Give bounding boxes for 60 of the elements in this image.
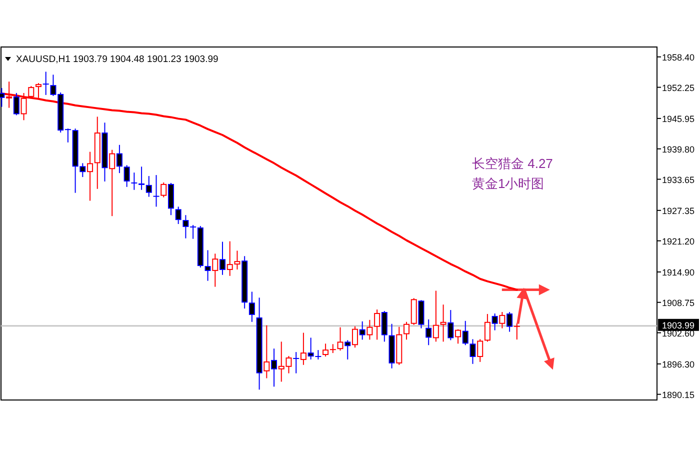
annotation: 黄金1小时图	[472, 176, 544, 191]
y-tick-label: 1902.60	[662, 328, 695, 338]
candlestick	[492, 312, 498, 331]
candlestick	[432, 290, 439, 342]
y-tick-label: 1958.40	[662, 52, 695, 62]
candlestick	[264, 324, 270, 379]
candlestick	[499, 311, 506, 329]
candlestick	[212, 253, 218, 288]
candlestick	[484, 313, 490, 342]
candlestick	[300, 332, 306, 366]
y-tick-label: 1933.65	[662, 174, 695, 185]
candlestick	[131, 172, 138, 190]
candlestick	[506, 311, 513, 332]
candlestick	[344, 340, 351, 360]
candlestick	[440, 304, 446, 342]
candlestick	[426, 318, 432, 346]
price-label: 1903.99	[658, 318, 699, 331]
y-tick-label: 1927.35	[662, 206, 695, 216]
candlestick	[124, 164, 130, 188]
candlestick	[146, 176, 152, 198]
candlestick	[448, 310, 454, 341]
y-tick-label: 1914.90	[662, 267, 695, 278]
candlestick	[87, 151, 94, 202]
candlestick	[220, 241, 226, 276]
text: XAUUSD,H1 1903.79 1904.48 1901.23 1903.99	[16, 54, 218, 65]
candlestick	[381, 310, 388, 342]
candlestick	[470, 338, 476, 364]
candlestick	[248, 291, 255, 322]
candlestick	[514, 322, 520, 340]
candlestick	[410, 298, 417, 326]
y-tick-label: 1908.75	[662, 298, 695, 308]
y-tick-label: 1939.80	[662, 144, 695, 154]
candlestick	[160, 182, 167, 198]
ref-line-label: 1903.99	[662, 320, 695, 330]
candlestick	[42, 71, 49, 96]
candlestick	[116, 144, 122, 174]
candlestick	[138, 166, 145, 190]
candlestick	[455, 328, 462, 344]
candlestick	[153, 174, 160, 208]
candlestick	[352, 326, 358, 348]
candlestick	[271, 348, 278, 388]
y-tick-label: 1890.15	[662, 390, 695, 400]
candlestick	[418, 300, 424, 329]
candlestick	[204, 250, 211, 282]
candlestick	[109, 149, 116, 217]
candlestick	[404, 321, 410, 340]
candlestick	[462, 320, 468, 346]
candlestick	[293, 352, 300, 374]
candlestick	[168, 182, 174, 216]
candlestick	[374, 309, 380, 340]
annotation: 长空猎金 4.27	[472, 156, 553, 171]
candlestick	[175, 206, 182, 224]
y-tick-label: 1952.25	[662, 82, 695, 93]
candlestick	[337, 326, 344, 352]
candlestick	[13, 92, 20, 116]
candlestick	[366, 319, 373, 340]
y-tick-label: 1921.20	[662, 236, 695, 246]
y-tick-label: 1945.95	[662, 114, 695, 124]
candlestick	[477, 338, 484, 362]
y-tick-label: 1896.30	[662, 359, 695, 370]
